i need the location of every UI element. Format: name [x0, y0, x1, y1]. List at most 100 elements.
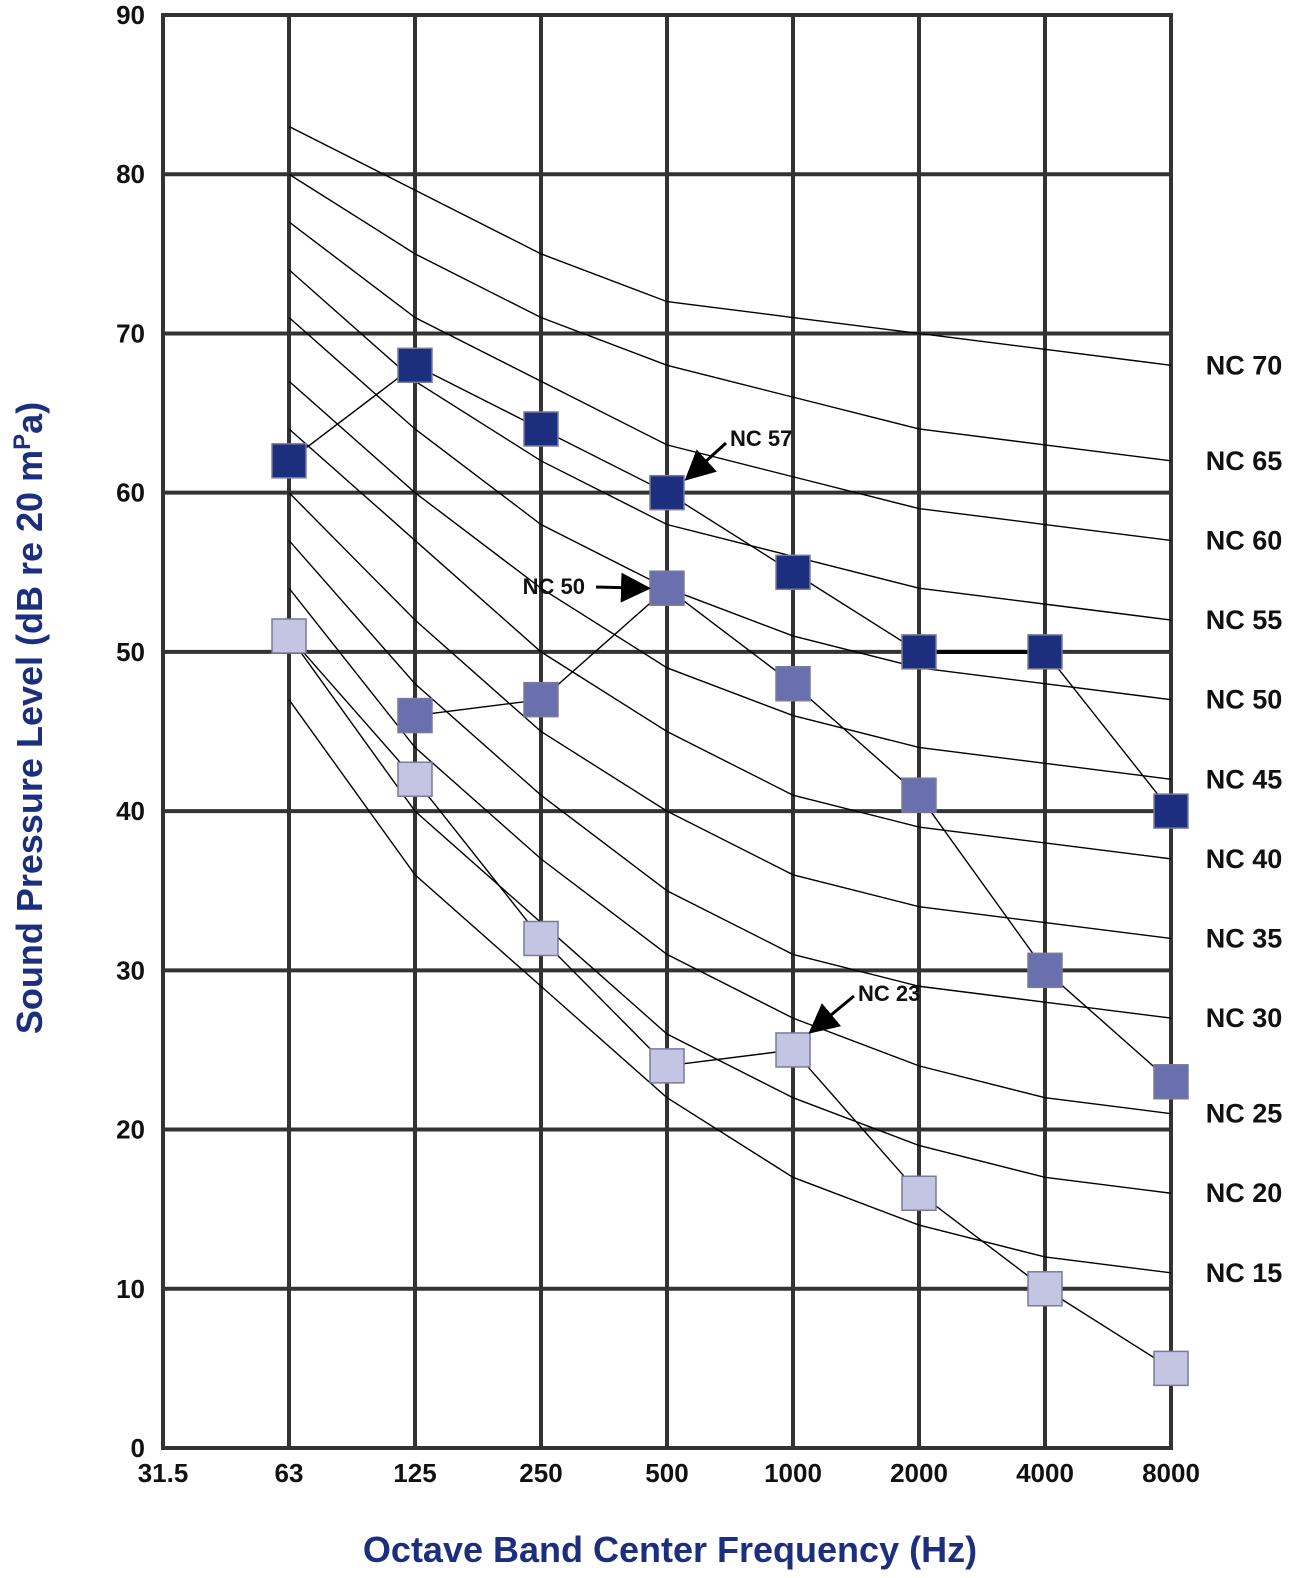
x-tick-label: 31.5 — [138, 1458, 189, 1488]
nc-curve — [288, 699, 1172, 1274]
nc-curve — [288, 125, 1172, 366]
nc-curve-label: NC 65 — [1206, 446, 1283, 476]
annotation-arrow — [684, 441, 728, 481]
nc-curve — [288, 269, 1172, 621]
series-line-segment — [414, 778, 542, 939]
series-line-segment — [288, 635, 416, 780]
y-tick-label: 70 — [116, 318, 145, 348]
nc-curve-label: NC 60 — [1206, 525, 1283, 555]
series-line-segment — [1044, 969, 1172, 1083]
measured-series — [271, 347, 1189, 1387]
series-line-segment — [414, 698, 542, 717]
data-point-marker — [901, 634, 937, 670]
annotation-label: NC 50 — [523, 574, 585, 599]
nc-curve — [288, 173, 1172, 462]
series-line-segment — [918, 794, 1046, 971]
y-tick-label: 90 — [116, 0, 145, 30]
y-tick-label: 80 — [116, 159, 145, 189]
tick-labels: NC 70 NC 65 NC 60 NC 55 NC 50 NC 45 NC 40 NC 35… — [116, 0, 1282, 1488]
data-point-marker — [271, 618, 307, 654]
data-point-marker — [649, 474, 685, 511]
y-tick-label: 60 — [116, 478, 145, 508]
y-axis-title-end: a) — [9, 402, 50, 434]
nc-curve-label: NC 50 — [1206, 685, 1283, 715]
nc-curve — [288, 380, 1172, 780]
data-point-marker — [397, 761, 433, 798]
x-tick-label: 4000 — [1016, 1458, 1074, 1488]
y-tick-label: 20 — [116, 1115, 145, 1145]
series-line-segment — [792, 1049, 920, 1194]
data-point-marker — [1027, 1271, 1063, 1307]
data-point-marker — [649, 570, 685, 606]
x-tick-label: 125 — [393, 1458, 436, 1488]
nc-curve-label: NC 70 — [1206, 350, 1283, 380]
data-point-marker — [397, 347, 433, 384]
nc-curve — [288, 539, 1172, 1019]
nc-curve — [288, 428, 1172, 860]
x-tick-label: 500 — [645, 1458, 688, 1488]
annotation-arrow — [808, 994, 855, 1034]
nc-curve-label: NC 40 — [1206, 844, 1283, 874]
series-line-segment — [918, 1192, 1046, 1290]
nc-curve-label: NC 45 — [1206, 764, 1283, 794]
series-line-segment — [792, 571, 920, 653]
data-point-marker — [523, 920, 559, 957]
y-tick-label: 40 — [116, 796, 145, 826]
data-point-marker — [901, 777, 937, 813]
data-point-marker — [1153, 1350, 1189, 1387]
annotation-label: NC 23 — [858, 981, 920, 1006]
series-line-segment — [666, 492, 794, 573]
nc-curve — [288, 221, 1172, 542]
x-tick-label: 1000 — [764, 1458, 822, 1488]
data-point-marker — [901, 1175, 937, 1211]
series-line-segment — [540, 587, 668, 701]
annotations: NC 57 NC 50 NC 23 — [523, 426, 920, 1034]
annotation-arrow — [595, 572, 651, 603]
data-point-marker — [1153, 793, 1189, 829]
data-point-marker — [775, 665, 811, 702]
nc-curve-label: NC 35 — [1206, 923, 1283, 953]
y-tick-label: 10 — [116, 1274, 145, 1304]
data-point-marker — [1153, 1064, 1189, 1100]
nc-curve-label: NC 30 — [1206, 1003, 1283, 1033]
y-axis-title-main: Sound Pressure Level (dB re 20 m — [9, 450, 50, 1034]
x-axis-title: Octave Band Center Frequency (Hz) — [363, 1529, 977, 1570]
series-line-segment — [666, 1049, 794, 1067]
series-line-segment — [540, 937, 668, 1067]
x-tick-label: 63 — [275, 1458, 304, 1488]
data-point-marker — [523, 411, 559, 447]
nc-curve — [288, 316, 1172, 701]
nc-curve — [288, 635, 1172, 1194]
nc-curve-label: NC 55 — [1206, 605, 1283, 635]
nc-curves — [288, 125, 1172, 1274]
x-tick-label: 8000 — [1142, 1458, 1200, 1488]
data-point-marker — [649, 1048, 685, 1084]
nc-curve — [288, 587, 1172, 1115]
series-line-segment — [1044, 1288, 1172, 1369]
nc-curve-label: NC 25 — [1206, 1099, 1283, 1129]
data-point-marker — [1027, 634, 1063, 670]
data-point-marker — [1027, 952, 1063, 989]
y-axis-title-superscript: P — [9, 434, 36, 450]
nc-curve-label: NC 15 — [1206, 1258, 1283, 1288]
series-line-segment — [288, 364, 416, 462]
series-line-segment — [414, 364, 542, 430]
x-tick-label: 2000 — [890, 1458, 948, 1488]
data-point-marker — [775, 1032, 811, 1068]
data-point-marker — [397, 697, 433, 734]
y-tick-label: 0 — [131, 1433, 145, 1463]
series-line-segment — [666, 587, 794, 685]
data-point-marker — [271, 443, 307, 479]
nc-curve-label: NC 20 — [1206, 1178, 1283, 1208]
x-tick-label: 250 — [519, 1458, 562, 1488]
nc-curve — [288, 492, 1172, 940]
series-line-segment — [1044, 651, 1172, 812]
annotation-label: NC 57 — [730, 426, 792, 451]
data-point-marker — [775, 554, 811, 591]
series-line-segment — [792, 683, 920, 796]
data-point-marker — [523, 681, 559, 718]
y-axis-title: Sound Pressure Level (dB re 20 mPa) — [9, 402, 50, 1034]
y-tick-label: 50 — [116, 637, 145, 667]
y-tick-label: 30 — [116, 955, 145, 985]
